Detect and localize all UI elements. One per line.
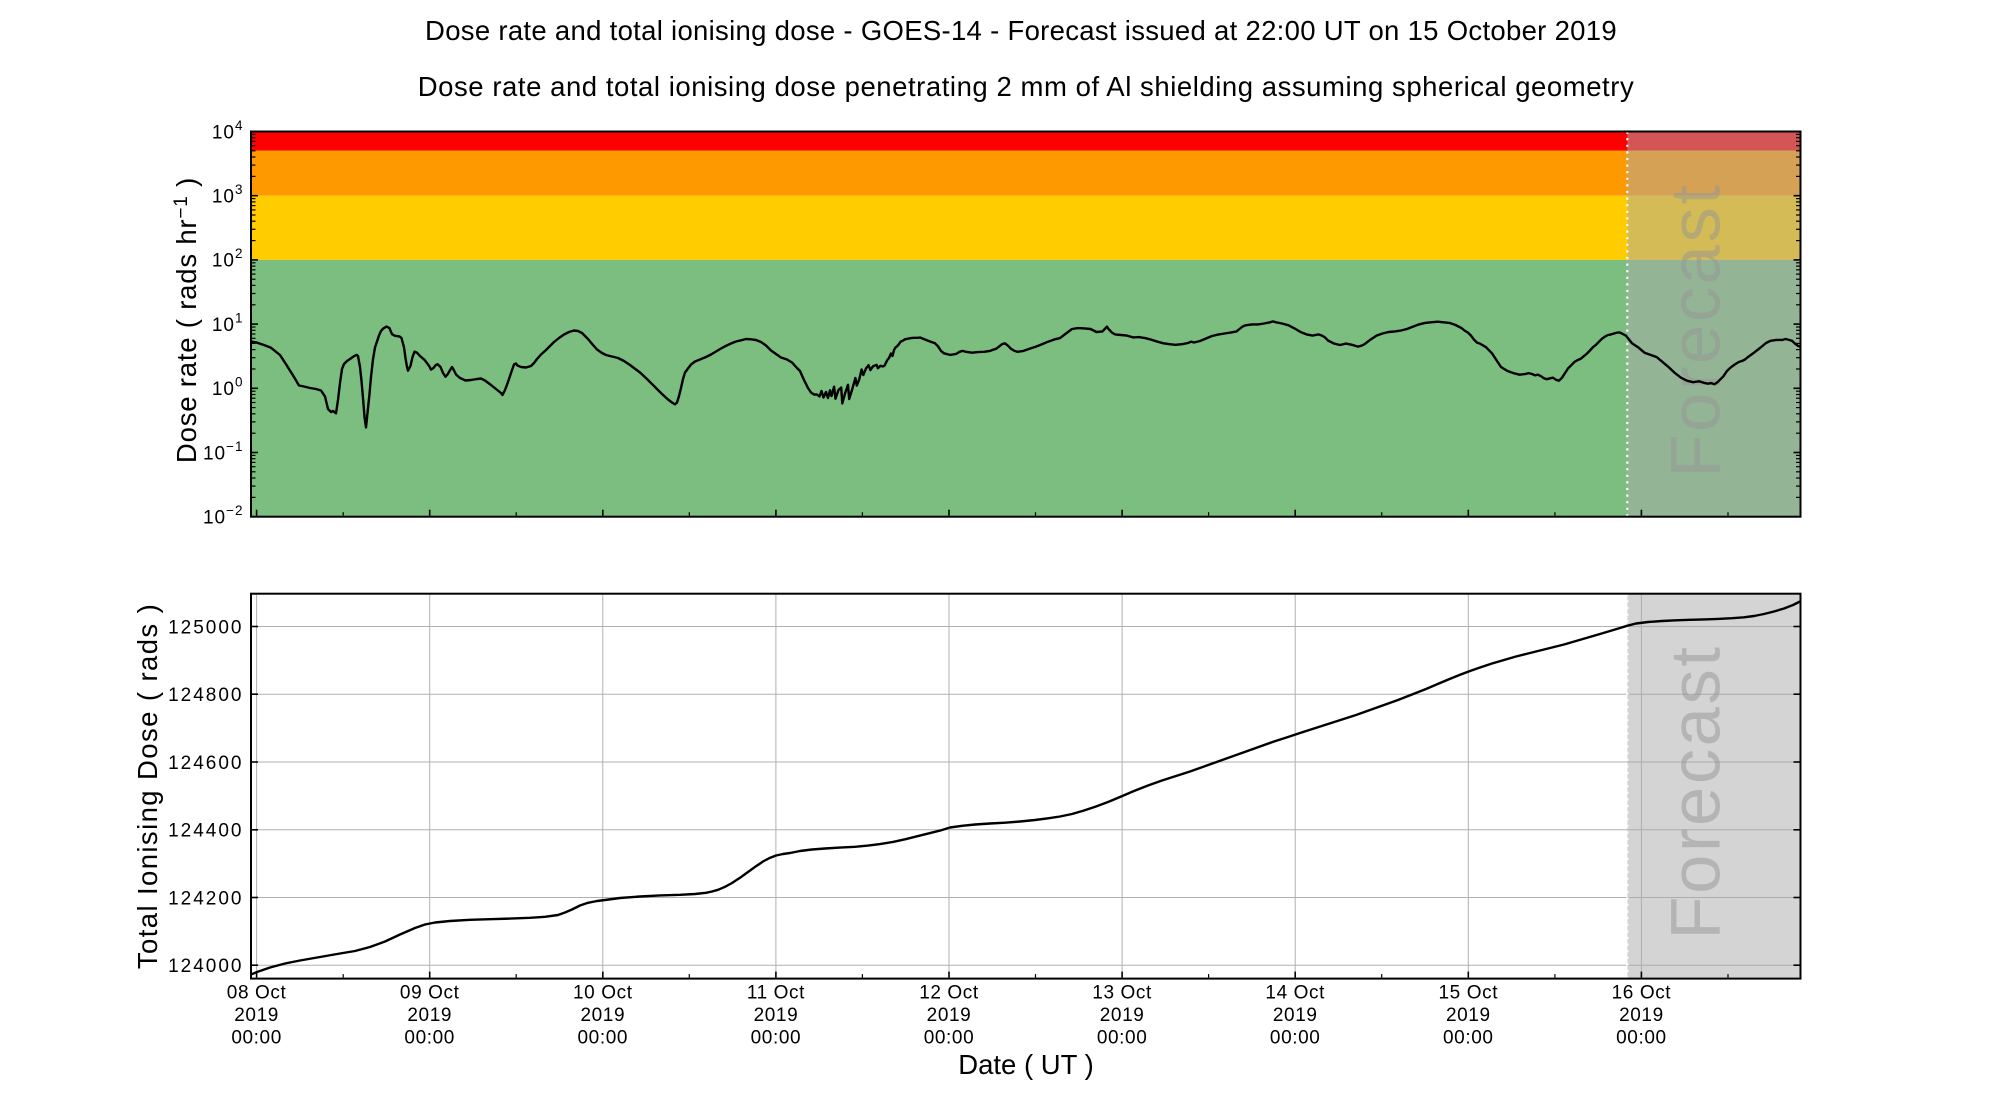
svg-text:00:00: 00:00 [231, 1028, 282, 1049]
svg-text:10 Oct: 10 Oct [573, 983, 633, 1004]
svg-text:15 Oct: 15 Oct [1439, 983, 1499, 1004]
svg-text:10−1: 10−1 [203, 439, 244, 465]
svg-text:2019: 2019 [234, 1005, 279, 1026]
svg-text:Date ( UT ): Date ( UT ) [958, 1049, 1094, 1080]
svg-text:00:00: 00:00 [578, 1028, 629, 1049]
svg-text:2019: 2019 [1100, 1005, 1145, 1026]
svg-text:125000: 125000 [168, 617, 243, 638]
svg-text:2019: 2019 [407, 1005, 452, 1026]
svg-text:11 Oct: 11 Oct [747, 983, 805, 1004]
svg-text:2019: 2019 [1273, 1005, 1318, 1026]
svg-text:124600: 124600 [168, 753, 243, 774]
svg-text:00:00: 00:00 [1097, 1028, 1148, 1049]
svg-text:09 Oct: 09 Oct [400, 983, 460, 1004]
svg-text:124800: 124800 [168, 685, 243, 706]
svg-text:2019: 2019 [1446, 1005, 1491, 1026]
svg-text:Total Ionising Dose ( rads ): Total Ionising Dose ( rads ) [132, 603, 163, 969]
svg-text:00:00: 00:00 [1616, 1028, 1667, 1049]
svg-text:Dose rate and total ionising d: Dose rate and total ionising dose - GOES… [425, 15, 1617, 46]
svg-text:16 Oct: 16 Oct [1612, 983, 1672, 1004]
svg-text:08 Oct: 08 Oct [227, 983, 287, 1004]
svg-text:13 Oct: 13 Oct [1092, 983, 1152, 1004]
svg-text:124000: 124000 [168, 956, 243, 977]
svg-text:00:00: 00:00 [404, 1028, 455, 1049]
svg-text:2019: 2019 [927, 1005, 972, 1026]
svg-text:14 Oct: 14 Oct [1265, 983, 1325, 1004]
svg-text:124400: 124400 [168, 821, 243, 842]
svg-text:2019: 2019 [1619, 1005, 1664, 1026]
svg-text:2019: 2019 [754, 1005, 799, 1026]
svg-text:12 Oct: 12 Oct [919, 983, 979, 1004]
svg-text:Dose rate ( rads hr−1 ): Dose rate ( rads hr−1 ) [171, 177, 202, 463]
svg-text:Dose rate and total ionising d: Dose rate and total ionising dose penetr… [418, 71, 1635, 102]
svg-text:124200: 124200 [168, 888, 243, 909]
svg-text:00:00: 00:00 [924, 1028, 975, 1049]
svg-text:00:00: 00:00 [1443, 1028, 1494, 1049]
svg-text:00:00: 00:00 [1270, 1028, 1321, 1049]
svg-text:2019: 2019 [580, 1005, 625, 1026]
svg-text:00:00: 00:00 [751, 1028, 802, 1049]
